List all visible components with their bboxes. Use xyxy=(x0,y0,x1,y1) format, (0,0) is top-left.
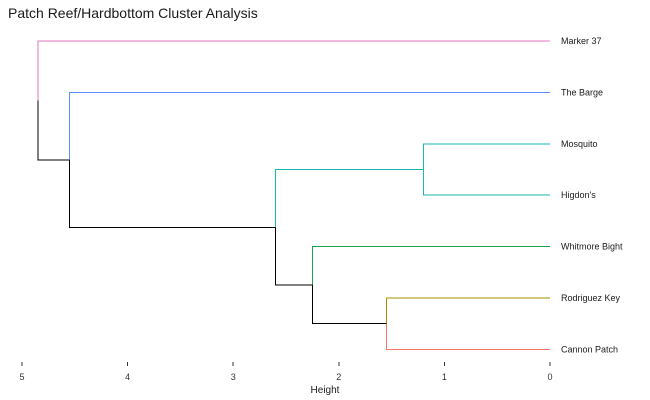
leaf-label-mosquito: Mosquito xyxy=(561,139,598,149)
x-tick-label-4: 4 xyxy=(125,372,130,382)
x-tick-label-0: 0 xyxy=(547,372,552,382)
chart-title: Patch Reef/Hardbottom Cluster Analysis xyxy=(8,5,258,21)
branch-mosquito-higdon-s-2.6-child-1 xyxy=(274,227,313,286)
branch-mosquito-1.2-child-0 xyxy=(422,143,550,170)
x-axis-title: Height xyxy=(311,385,340,396)
x-tick-label-1: 1 xyxy=(442,372,447,382)
branch-the-barge-4.55-child-0 xyxy=(69,91,550,160)
branch-marker-37-4.85-child-0 xyxy=(37,40,550,101)
leaf-label-cannon-patch: Cannon Patch xyxy=(561,344,618,354)
leaf-label-higdon-s: Higdon's xyxy=(561,190,596,200)
branch-mosquito-1.2-child-1 xyxy=(422,169,550,196)
branch-marker-37-4.85-child-1 xyxy=(37,100,70,161)
leaf-label-the-barge: The Barge xyxy=(561,87,603,97)
branch-rodriguez-key-1.55-child-0 xyxy=(385,297,550,324)
x-tick-label-2: 2 xyxy=(336,372,341,382)
leaf-label-rodriguez-key: Rodriguez Key xyxy=(561,293,621,303)
branch-whitmore-bight-2.25-child-0 xyxy=(311,246,550,286)
x-tick-label-3: 3 xyxy=(231,372,236,382)
x-axis: 5 4 3 2 1 0 xyxy=(19,362,553,382)
branch-the-barge-4.55-child-1 xyxy=(69,159,276,228)
leaf-labels: Marker 37 The Barge Mosquito Higdon's Whitmo… xyxy=(561,36,623,354)
leaf-label-marker-37: Marker 37 xyxy=(561,36,602,46)
dendrogram-branches xyxy=(37,40,550,350)
branch-whitmore-bight-2.25-child-1 xyxy=(311,285,387,325)
branch-rodriguez-key-1.55-child-1 xyxy=(385,323,550,350)
x-tick-label-5: 5 xyxy=(19,372,24,382)
branch-mosquito-higdon-s-2.6-child-0 xyxy=(274,169,424,228)
leaf-label-whitmore-bight: Whitmore Bight xyxy=(561,242,623,252)
